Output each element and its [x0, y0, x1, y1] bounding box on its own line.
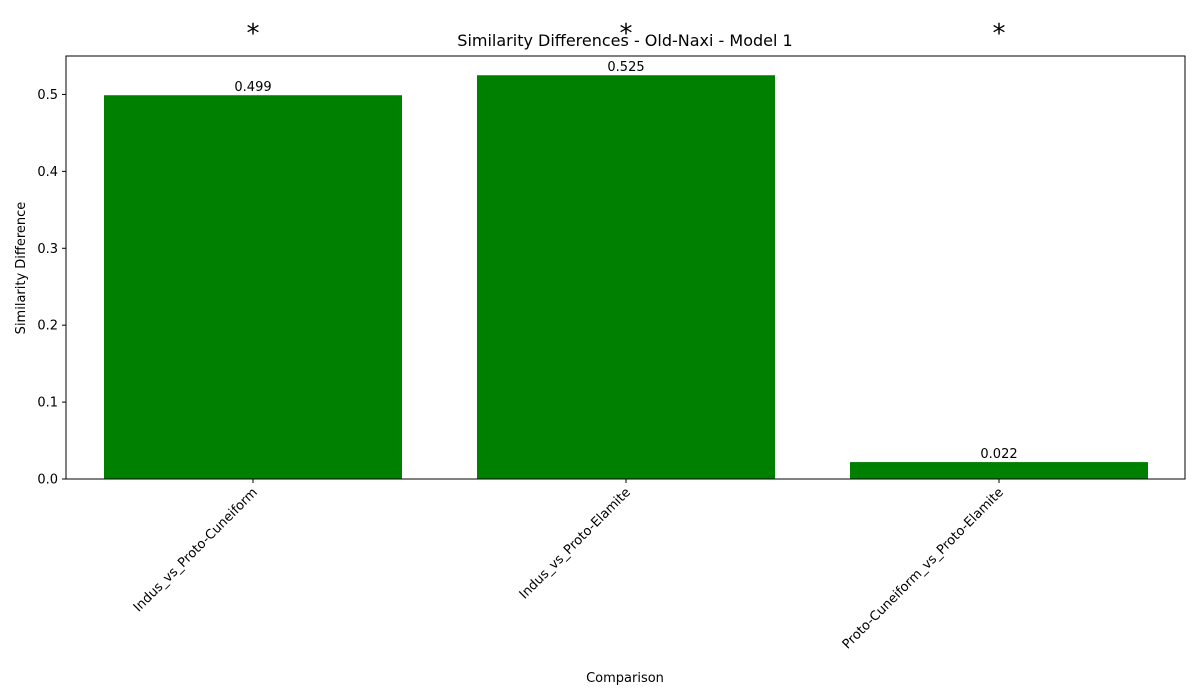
- significance-marker: *: [993, 19, 1006, 49]
- x-axis-label: Comparison: [586, 671, 664, 686]
- bar-value-label: 0.022: [980, 447, 1017, 462]
- y-tick-label: 0.2: [37, 319, 58, 334]
- bar-value-label: 0.499: [234, 80, 271, 95]
- y-tick-label: 0.0: [37, 473, 58, 488]
- y-tick-label: 0.3: [37, 242, 58, 257]
- bar: [477, 75, 775, 480]
- bars-group: [104, 75, 1148, 480]
- y-axis-label: Similarity Difference: [14, 202, 29, 335]
- bar: [850, 462, 1148, 479]
- plot-frame: [65, 55, 1186, 480]
- significance-markers-group: * * *: [247, 19, 1006, 49]
- bar-value-label: 0.525: [607, 60, 644, 75]
- significance-marker: *: [620, 19, 633, 49]
- chart-title: Similarity Differences - Old-Naxi - Mode…: [457, 31, 792, 50]
- bar: [104, 95, 402, 479]
- y-tick-label: 0.5: [37, 88, 58, 103]
- value-labels-group: 0.499 0.525 0.022: [234, 60, 1017, 462]
- y-axis: 0.0 0.1 0.2 0.3 0.4 0.5: [37, 88, 66, 488]
- y-tick-label: 0.4: [37, 165, 58, 180]
- significance-marker: *: [247, 19, 260, 49]
- y-tick-label: 0.1: [37, 396, 58, 411]
